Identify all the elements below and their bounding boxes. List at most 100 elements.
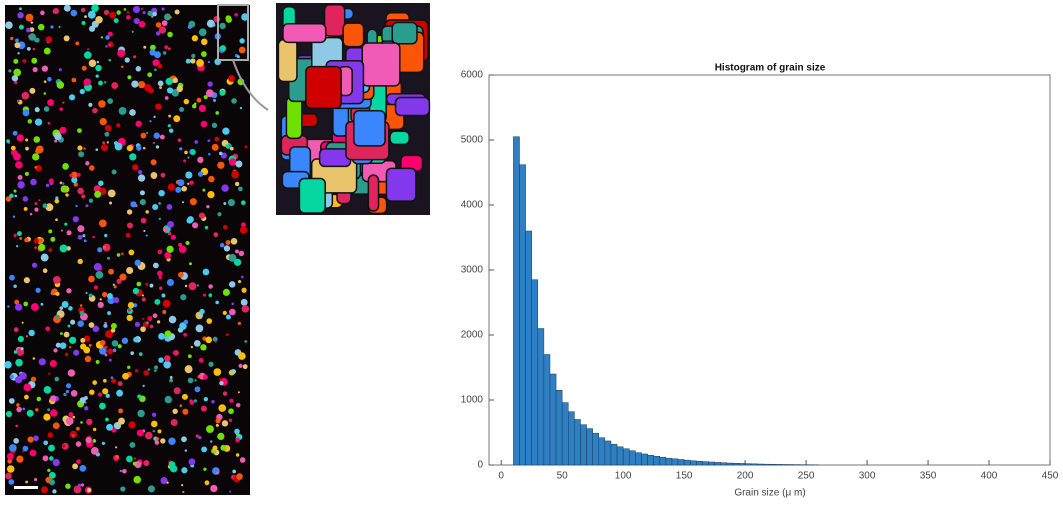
grain xyxy=(194,140,198,144)
grain xyxy=(162,310,166,314)
bar xyxy=(715,462,721,465)
grain xyxy=(154,133,160,139)
grain xyxy=(104,10,109,15)
grain xyxy=(173,351,176,354)
grain xyxy=(115,446,117,448)
grain xyxy=(239,364,243,368)
grain xyxy=(238,187,243,192)
grain xyxy=(109,359,112,362)
grain xyxy=(73,350,79,356)
grain xyxy=(168,124,171,127)
grain xyxy=(229,491,231,493)
grain xyxy=(118,408,123,413)
grain xyxy=(231,303,234,306)
bar xyxy=(599,438,605,465)
grain xyxy=(137,410,144,417)
grain xyxy=(153,313,158,318)
grain xyxy=(111,378,116,383)
grain xyxy=(55,218,58,221)
grain xyxy=(354,111,385,146)
grain xyxy=(111,323,117,329)
grain xyxy=(203,468,206,471)
grain xyxy=(108,269,114,275)
grain xyxy=(112,340,118,346)
grain xyxy=(143,147,146,150)
grain xyxy=(34,38,38,42)
grain xyxy=(240,226,247,233)
grain xyxy=(187,218,193,224)
grain xyxy=(25,172,29,176)
grain xyxy=(239,38,244,43)
grain xyxy=(80,338,85,343)
grain xyxy=(116,10,120,14)
grain xyxy=(62,182,65,185)
grain xyxy=(118,418,125,425)
grain xyxy=(109,12,116,19)
grain xyxy=(184,151,188,155)
grain xyxy=(213,368,221,376)
grain xyxy=(28,119,32,123)
grain xyxy=(40,11,45,16)
grain xyxy=(103,324,107,328)
grain xyxy=(212,445,217,450)
grain xyxy=(195,386,201,392)
grain xyxy=(143,460,149,466)
grain xyxy=(47,41,49,43)
grain xyxy=(198,375,201,378)
grain xyxy=(65,193,68,196)
grain xyxy=(89,59,97,67)
y-tick-label: 6000 xyxy=(461,70,484,81)
grain xyxy=(129,442,135,448)
grain xyxy=(101,36,103,38)
grain xyxy=(43,414,50,421)
grain xyxy=(98,181,103,186)
grain xyxy=(102,388,108,394)
grain xyxy=(177,179,184,186)
grain xyxy=(81,483,84,486)
grain xyxy=(236,403,241,408)
grain xyxy=(94,263,102,271)
grain xyxy=(143,385,145,387)
grain xyxy=(104,322,107,325)
bar xyxy=(733,463,739,465)
grain xyxy=(179,147,182,150)
grain xyxy=(167,87,173,93)
grain xyxy=(93,428,96,431)
grain xyxy=(239,251,244,256)
grain xyxy=(160,135,165,140)
grain xyxy=(201,446,207,452)
grain xyxy=(189,282,197,290)
bar xyxy=(574,420,580,466)
grain xyxy=(192,35,198,41)
grain xyxy=(44,92,47,95)
grain xyxy=(17,100,20,103)
grain xyxy=(154,369,157,372)
grain xyxy=(44,386,52,394)
grain xyxy=(136,66,142,72)
bar xyxy=(721,463,727,465)
grain xyxy=(16,245,18,247)
grain xyxy=(223,202,226,205)
grain xyxy=(137,394,141,398)
bar xyxy=(702,462,708,465)
grain xyxy=(59,68,62,71)
grain xyxy=(98,81,103,86)
grain xyxy=(238,352,246,360)
grain xyxy=(16,455,23,462)
grain xyxy=(220,243,224,247)
grain xyxy=(121,252,124,255)
grain xyxy=(54,133,62,141)
grain xyxy=(170,376,173,379)
bar xyxy=(538,329,544,466)
grain xyxy=(49,479,55,485)
grain xyxy=(47,77,51,81)
grain xyxy=(64,5,71,12)
grain xyxy=(128,302,134,308)
grain xyxy=(72,416,75,419)
scale-bar xyxy=(14,486,38,489)
grain xyxy=(135,121,141,127)
grain xyxy=(9,444,17,452)
grain xyxy=(64,223,67,226)
grain xyxy=(178,272,184,278)
grain xyxy=(38,199,40,201)
